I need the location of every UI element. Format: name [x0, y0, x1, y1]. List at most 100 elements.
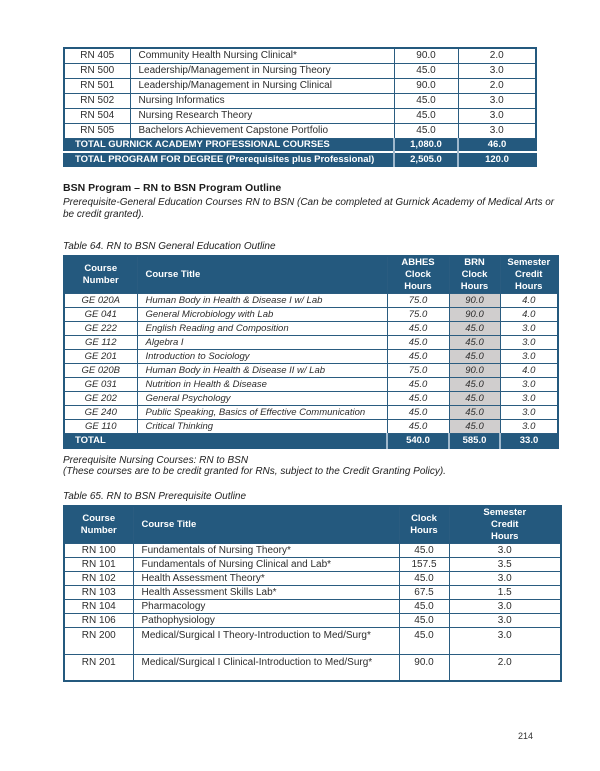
title-cell: Public Speaking, Basics of Effective Com… — [136, 405, 388, 420]
semester-cell: 2.0 — [448, 653, 562, 682]
title-cell: Pharmacology — [132, 598, 400, 614]
semester-cell: 3.0 — [499, 391, 559, 406]
title-cell: Community Health Nursing Clinical* — [129, 47, 395, 64]
hours-cell: 90.0 — [393, 47, 459, 64]
clock-cell: 45.0 — [398, 626, 450, 655]
title-cell: Human Body in Health & Disease II w/ Lab — [136, 363, 388, 378]
number-cell: RN 500 — [63, 62, 131, 79]
total-abhes-hours: 540.0 — [386, 433, 450, 448]
number-cell: RN 501 — [63, 77, 131, 94]
column-header-course-title: Course Title — [132, 505, 400, 544]
course-row: RN 104 Pharmacology 45.0 3.0 — [63, 598, 562, 614]
professional-courses-table: RN 405 Community Health Nursing Clinical*… — [63, 47, 537, 167]
credits-cell: 3.0 — [457, 92, 537, 109]
total-label: TOTAL PROGRAM FOR DEGREE (Prerequisites … — [63, 151, 395, 167]
column-header-semester-credit-hours: Semester Credit Hours — [448, 505, 562, 544]
total-clock-hours: 2,505.0 — [393, 151, 459, 167]
table64-total-row: TOTAL 540.0 585.0 33.0 — [63, 433, 559, 448]
semester-cell: 4.0 — [499, 293, 559, 308]
total-label: TOTAL GURNICK ACADEMY PROFESSIONAL COURS… — [63, 137, 395, 153]
semester-cell: 3.0 — [499, 335, 559, 350]
brn-cell: 45.0 — [448, 419, 501, 434]
course-row: GE 020B Human Body in Health & Disease II… — [63, 363, 559, 378]
course-row: RN 201 Medical/Surgical I Clinical-Introd… — [63, 653, 562, 682]
number-cell: RN 101 — [63, 556, 134, 572]
number-cell: RN 100 — [63, 542, 134, 558]
semester-cell: 4.0 — [499, 307, 559, 322]
hours-cell: 45.0 — [393, 62, 459, 79]
semester-cell: 3.5 — [448, 556, 562, 572]
course-row: RN 101 Fundamentals of Nursing Clinical a… — [63, 556, 562, 572]
credits-cell: 2.0 — [457, 77, 537, 94]
number-cell: RN 201 — [63, 653, 134, 682]
clock-cell: 45.0 — [398, 598, 450, 614]
total-clock-hours: 1,080.0 — [393, 137, 459, 153]
number-cell: GE 202 — [63, 391, 138, 406]
semester-cell: 3.0 — [499, 321, 559, 336]
intro-paragraph: Prerequisite-General Education Courses R… — [63, 197, 555, 220]
table64-header-row: Course Number Course Title ABHES Clock H… — [63, 255, 559, 294]
course-row: GE 110 Critical Thinking 45.0 45.0 3.0 — [63, 419, 559, 434]
number-cell: RN 102 — [63, 570, 134, 586]
credits-cell: 2.0 — [457, 47, 537, 64]
course-row: GE 222 English Reading and Composition 45.… — [63, 321, 559, 336]
total-brn-hours: 585.0 — [448, 433, 501, 448]
page-number: 214 — [518, 731, 534, 741]
prereq-note-line2: (These courses are to be credit granted … — [63, 466, 446, 478]
total-semester-credits: 33.0 — [499, 433, 559, 448]
title-cell: Fundamentals of Nursing Clinical and Lab… — [132, 556, 400, 572]
abhes-cell: 45.0 — [386, 377, 450, 392]
prerequisite-outline-table: Course Number Course Title Clock Hours S… — [63, 504, 562, 683]
course-row: RN 103 Health Assessment Skills Lab* 67.5 1… — [63, 584, 562, 600]
title-cell: Fundamentals of Nursing Theory* — [132, 542, 400, 558]
number-cell: GE 110 — [63, 419, 138, 434]
brn-cell: 45.0 — [448, 405, 501, 420]
brn-cell: 90.0 — [448, 293, 501, 308]
number-cell: GE 031 — [63, 377, 138, 392]
number-cell: RN 505 — [63, 122, 131, 139]
prereq-note-line1: Prerequisite Nursing Courses: RN to BSN — [63, 454, 249, 466]
semester-cell: 3.0 — [499, 377, 559, 392]
abhes-cell: 45.0 — [386, 349, 450, 364]
brn-cell: 45.0 — [448, 349, 501, 364]
clock-cell: 67.5 — [398, 584, 450, 600]
title-cell: Health Assessment Theory* — [132, 570, 400, 586]
clock-cell: 45.0 — [398, 542, 450, 558]
clock-cell: 45.0 — [398, 612, 450, 628]
number-cell: RN 106 — [63, 612, 134, 628]
table64-caption: Table 64. RN to BSN General Education Ou… — [63, 241, 276, 252]
abhes-cell: 45.0 — [386, 405, 450, 420]
total-professional-courses-row: TOTAL GURNICK ACADEMY PROFESSIONAL COURS… — [63, 137, 537, 153]
brn-cell: 45.0 — [448, 321, 501, 336]
hours-cell: 45.0 — [393, 122, 459, 139]
course-row: RN 505 Bachelors Achievement Capstone Por… — [63, 122, 537, 139]
semester-cell: 3.0 — [448, 542, 562, 558]
title-cell: Nursing Research Theory — [129, 107, 395, 124]
title-cell: General Psychology — [136, 391, 388, 406]
hours-cell: 90.0 — [393, 77, 459, 94]
title-cell: Bachelors Achievement Capstone Portfolio — [129, 122, 395, 139]
title-cell: Leadership/Management in Nursing Clinica… — [129, 77, 395, 94]
column-header-semester-credit-hours: Semester Credit Hours — [499, 255, 559, 294]
course-row: RN 405 Community Health Nursing Clinical*… — [63, 47, 537, 64]
number-cell: RN 103 — [63, 584, 134, 600]
number-cell: RN 200 — [63, 626, 134, 655]
semester-cell: 4.0 — [499, 363, 559, 378]
clock-cell: 90.0 — [398, 653, 450, 682]
total-label: TOTAL — [63, 433, 388, 448]
number-cell: RN 405 — [63, 47, 131, 64]
semester-cell: 3.0 — [499, 405, 559, 420]
title-cell: Medical/Surgical I Theory-Introduction t… — [132, 626, 400, 655]
abhes-cell: 45.0 — [386, 321, 450, 336]
title-cell: Leadership/Management in Nursing Theory — [129, 62, 395, 79]
course-row: GE 240 Public Speaking, Basics of Effecti… — [63, 405, 559, 420]
semester-cell: 3.0 — [499, 419, 559, 434]
title-cell: Nursing Informatics — [129, 92, 395, 109]
table65-caption: Table 65. RN to BSN Prerequisite Outline — [63, 490, 247, 502]
number-cell: RN 504 — [63, 107, 131, 124]
clock-cell: 45.0 — [398, 570, 450, 586]
course-row: GE 202 General Psychology 45.0 45.0 3.0 — [63, 391, 559, 406]
number-cell: GE 112 — [63, 335, 138, 350]
credits-cell: 3.0 — [457, 122, 537, 139]
